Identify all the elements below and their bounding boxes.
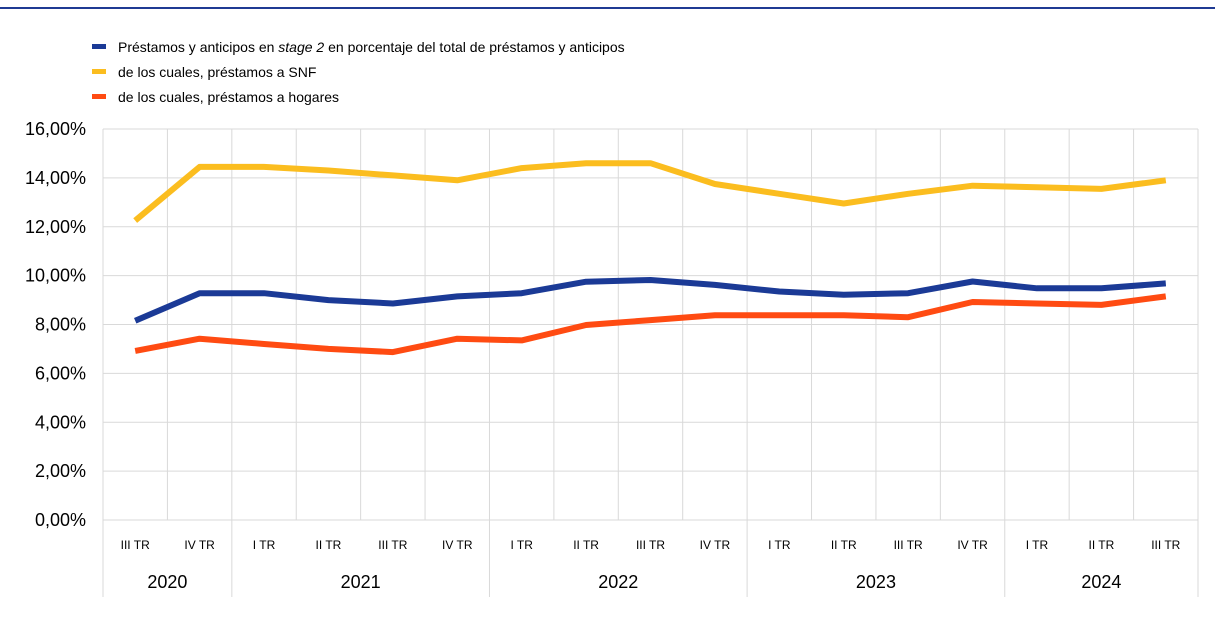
x-tick-label: III TR: [636, 538, 665, 552]
legend-item-stage2: Préstamos y anticipos en stage 2 en porc…: [92, 34, 625, 59]
x-tick-label: I TR: [1026, 538, 1049, 552]
series-line-2: [134, 293, 1167, 356]
year-label: 2022: [598, 572, 638, 592]
x-tick-label: I TR: [768, 538, 791, 552]
x-tick-label: IV TR: [442, 538, 473, 552]
x-tick-label: III TR: [894, 538, 923, 552]
top-rule: [0, 7, 1215, 9]
y-tick-label: 6,00%: [35, 363, 86, 383]
x-tick-label: III TR: [121, 538, 150, 552]
series-line-1: [133, 160, 1167, 223]
year-label: 2020: [147, 572, 187, 592]
year-label: 2023: [856, 572, 896, 592]
year-label: 2024: [1081, 572, 1121, 592]
x-tick-label: IV TR: [184, 538, 215, 552]
x-tick-label: IV TR: [700, 538, 731, 552]
legend-swatch-stage2: [92, 44, 106, 49]
y-tick-label: 10,00%: [25, 266, 86, 286]
y-tick-label: 14,00%: [25, 168, 86, 188]
legend-swatch-snf: [92, 69, 106, 74]
y-tick-label: 4,00%: [35, 412, 86, 432]
x-tick-label: II TR: [1088, 538, 1114, 552]
legend-swatch-hogares: [92, 94, 106, 99]
x-tick-label: I TR: [510, 538, 533, 552]
x-tick-label: III TR: [1151, 538, 1180, 552]
x-tick-label: II TR: [831, 538, 857, 552]
grid-layer: [102, 128, 1199, 521]
x-tick-label: II TR: [316, 538, 342, 552]
axis-layer: 0,00% 2,00% 4,00% 6,00% 8,00% 10,00% 12,00% 14,…: [25, 119, 1199, 597]
y-tick-label: 16,00%: [25, 119, 86, 139]
legend-item-hogares: de los cuales, préstamos a hogares: [92, 84, 625, 109]
legend-label-hogares: de los cuales, préstamos a hogares: [118, 88, 340, 105]
y-tick-label: 8,00%: [35, 315, 86, 335]
x-tick-label: III TR: [378, 538, 407, 552]
legend-label-snf: de los cuales, préstamos a SNF: [118, 63, 317, 80]
x-tick-label: IV TR: [957, 538, 988, 552]
x-tick-label: II TR: [573, 538, 599, 552]
y-tick-label: 2,00%: [35, 461, 86, 481]
x-tick-label: I TR: [253, 538, 276, 552]
legend-label-stage2: Préstamos y anticipos en stage 2 en porc…: [118, 38, 625, 55]
y-tick-label: 0,00%: [35, 510, 86, 530]
y-tick-label: 12,00%: [25, 217, 86, 237]
series-layer: [133, 160, 1167, 356]
legend-item-snf: de los cuales, préstamos a SNF: [92, 59, 625, 84]
year-label: 2021: [341, 572, 381, 592]
series-line-0: [134, 277, 1167, 324]
legend: Préstamos y anticipos en stage 2 en porc…: [92, 34, 625, 109]
